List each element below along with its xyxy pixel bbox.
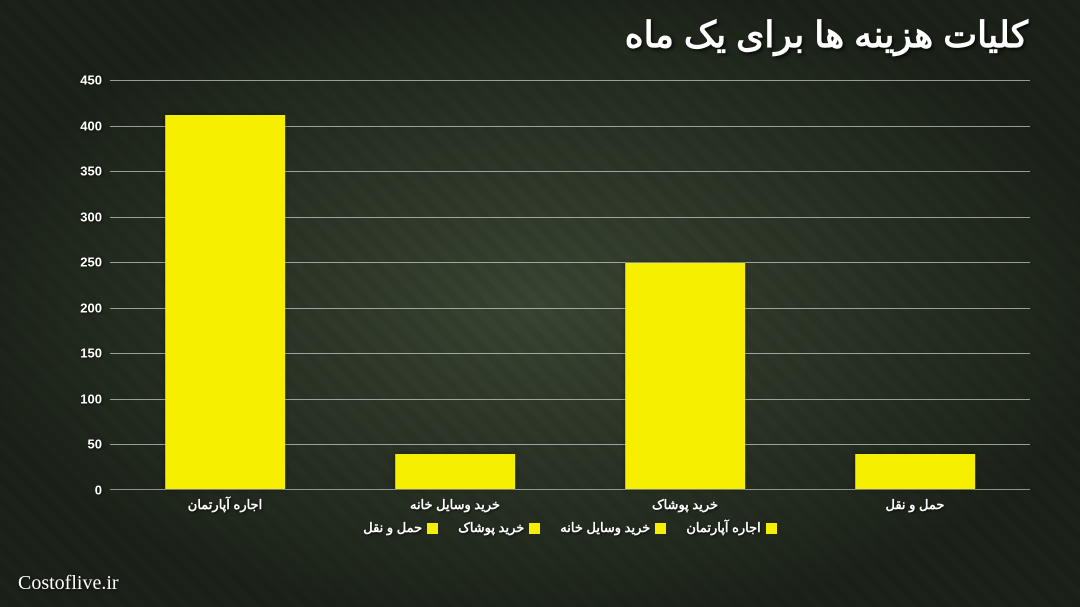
bar-group: اجاره آپارتمان	[165, 115, 285, 489]
x-tick-label: خرید پوشاک	[585, 497, 785, 513]
y-tick-label: 300	[60, 209, 102, 224]
bar-group: حمل و نقل	[855, 454, 975, 489]
y-tick-label: 450	[60, 73, 102, 88]
legend-item: حمل و نقل	[363, 520, 438, 536]
bar-group: خرید وسایل خانه	[395, 454, 515, 489]
y-tick-label: 150	[60, 346, 102, 361]
legend-label: اجاره آپارتمان	[686, 520, 760, 536]
y-tick-label: 0	[60, 483, 102, 498]
y-tick-label: 400	[60, 118, 102, 133]
y-tick-label: 100	[60, 391, 102, 406]
legend-swatch	[766, 523, 777, 534]
legend-label: خرید وسایل خانه	[560, 520, 650, 536]
legend-label: حمل و نقل	[363, 520, 422, 536]
legend-swatch	[529, 523, 540, 534]
legend-swatch	[655, 523, 666, 534]
legend-item: اجاره آپارتمان	[686, 520, 776, 536]
x-tick-label: اجاره آپارتمان	[125, 497, 325, 513]
bar	[165, 115, 285, 489]
legend: اجاره آپارتمان خرید وسایل خانه خرید پوشاک ح…	[110, 520, 1030, 539]
bar	[625, 263, 745, 489]
y-tick-label: 50	[60, 437, 102, 452]
legend-swatch	[427, 523, 438, 534]
plot-area: اجاره آپارتمان خرید وسایل خانه خرید پوشاک ح…	[110, 80, 1030, 490]
bar-group: خرید پوشاک	[625, 263, 745, 489]
legend-label: خرید پوشاک	[458, 520, 524, 536]
bar	[395, 454, 515, 489]
legend-item: خرید پوشاک	[458, 520, 540, 536]
bar	[855, 454, 975, 489]
x-tick-label: حمل و نقل	[815, 497, 1015, 513]
y-tick-label: 250	[60, 255, 102, 270]
x-tick-label: خرید وسایل خانه	[355, 497, 555, 513]
legend-item: خرید وسایل خانه	[560, 520, 666, 536]
watermark: Costoflive.ir	[18, 572, 119, 595]
chart-title: کلیات هزینه ها برای یک ماه	[625, 14, 1028, 56]
bar-chart: 050100150200250300350400450 اجاره آپارتم…	[60, 80, 1030, 520]
bars-container: اجاره آپارتمان خرید وسایل خانه خرید پوشاک ح…	[110, 80, 1030, 489]
y-tick-label: 350	[60, 164, 102, 179]
y-tick-label: 200	[60, 300, 102, 315]
